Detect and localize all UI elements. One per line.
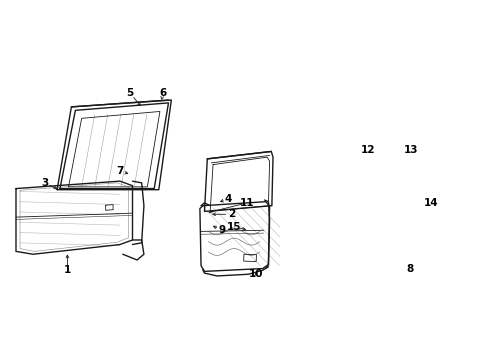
Text: 8: 8 [407, 264, 414, 274]
Text: 4: 4 [225, 194, 232, 204]
Text: 14: 14 [424, 198, 439, 208]
Text: 1: 1 [64, 265, 71, 275]
Text: 13: 13 [404, 145, 418, 155]
Bar [244, 254, 256, 261]
Text: 9: 9 [218, 225, 225, 235]
Text: 11: 11 [240, 198, 255, 208]
Text: 15: 15 [227, 222, 242, 232]
Text: 6: 6 [159, 88, 167, 98]
Text: 3: 3 [41, 178, 48, 188]
Text: 12: 12 [361, 145, 376, 155]
Text: 5: 5 [126, 88, 134, 98]
Text: 7: 7 [116, 166, 123, 176]
Text: 10: 10 [248, 269, 263, 279]
Text: 2: 2 [228, 209, 235, 219]
